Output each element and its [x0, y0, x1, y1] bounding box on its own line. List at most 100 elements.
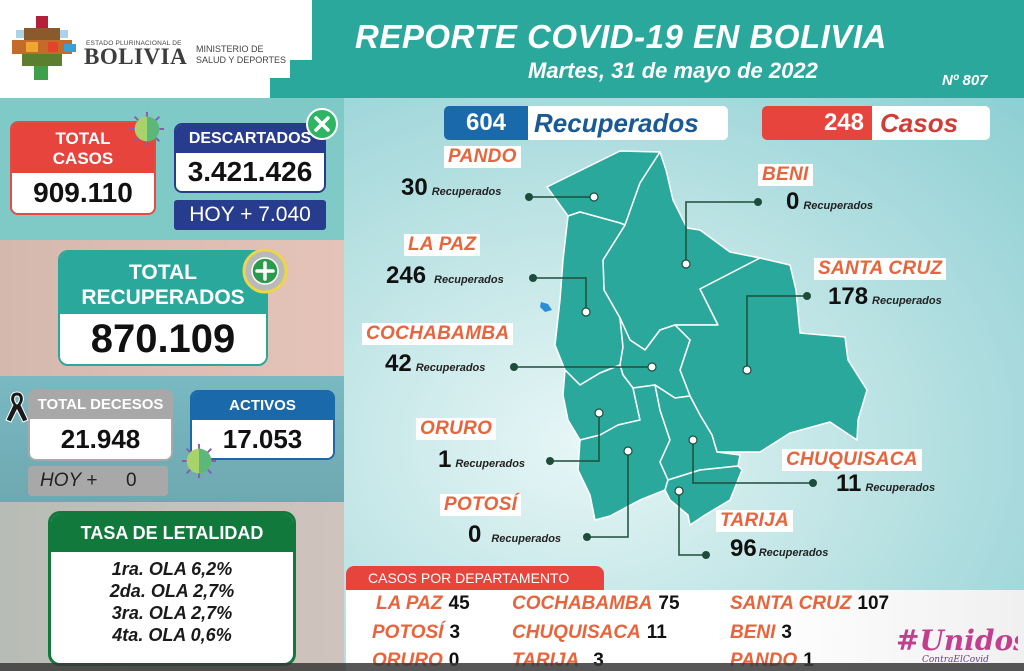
dept-recuperados: 42 — [385, 350, 412, 377]
letalidad-card: TASA DE LETALIDAD 1ra. OLA 6,2% 2da. OLA… — [48, 511, 296, 666]
activos-card: ACTIVOS 17.053 — [190, 390, 335, 460]
casos-item: POTOSÍ 3 — [372, 622, 460, 644]
casos-dept-name: LA PAZ — [376, 593, 443, 614]
daily-recuperados-badge: 604 Recuperados — [444, 106, 728, 140]
dept-recuperados: 30 — [401, 174, 428, 201]
wave-label: 3ra. OLA — [111, 603, 187, 623]
label-line2: CASOS — [52, 149, 114, 168]
wave-label: 4ta. OLA — [112, 625, 186, 645]
dept-label-tarija: TARIJA — [716, 510, 794, 532]
campaign-subtitle: ContraElCovid — [922, 655, 989, 664]
bottom-edge — [0, 663, 1024, 671]
logo-superscript: ESTADO PLURINACIONAL DE — [86, 40, 182, 47]
casos-dept-name: CHUQUISACA — [512, 622, 641, 643]
dept-label-beni: BENI — [758, 164, 813, 186]
unidos-campaign-logo: #Unidos ContraElCovid — [896, 624, 1018, 664]
label-line2: RECUPERADOS — [81, 286, 245, 309]
total-recuperados-card: TOTAL RECUPERADOS 870.109 — [58, 250, 268, 366]
decesos-today-label: HOY + — [40, 470, 98, 491]
report-number: Nº 807 — [942, 72, 988, 89]
dept-label-la-paz: LA PAZ — [404, 234, 481, 256]
logo-name: BOLIVIA — [84, 44, 188, 69]
dept-label-pando: PANDO — [444, 146, 521, 168]
casos-por-departamento-title: CASOS POR DEPARTAMENTO — [346, 566, 604, 590]
page-title: REPORTE COVID-19 EN BOLIVIA — [355, 18, 887, 55]
dept-recuperados: 1 — [438, 446, 452, 473]
dept-name: CHUQUISACA — [782, 449, 922, 471]
total-casos-card: TOTAL CASOS 909.110 — [10, 121, 156, 215]
casos-dept-value: 0 — [448, 650, 460, 671]
casos-dept-name: POTOSÍ — [372, 622, 444, 643]
decesos-today: HOY + 0 — [28, 466, 168, 496]
dept-label-santa-cruz: SANTA CRUZ — [814, 258, 947, 280]
casos-item: SANTA CRUZ 107 — [730, 593, 889, 615]
casos-dept-value: 3 — [593, 650, 604, 671]
bolivia-emblem-icon — [12, 16, 76, 80]
dept-unit: Recuperados — [865, 482, 936, 494]
letalidad-row: 3ra. OLA 2,7% — [51, 602, 293, 624]
dept-value-tarija: 96 Recuperados — [730, 535, 828, 563]
dept-value-pando: 30 Recuperados — [401, 174, 501, 202]
dept-unit: Recuperados — [803, 200, 874, 212]
dept-value-potosi: 0 Recuperados — [468, 521, 561, 549]
casos-dept-value: 1 — [803, 650, 814, 671]
ministry-name: MINISTERIO DE SALUD Y DEPORTES — [196, 44, 286, 66]
label-line1: TOTAL — [55, 129, 111, 148]
dept-unit: Recuperados — [455, 458, 526, 470]
casos-dept-name: COCHABAMBA — [512, 593, 653, 614]
dept-label-potosi: POTOSÍ — [440, 494, 522, 516]
header-step — [290, 60, 312, 98]
dept-recuperados: 246 — [386, 262, 427, 289]
total-casos-label: TOTAL CASOS — [12, 123, 154, 173]
plus-circle-icon — [242, 248, 288, 294]
decesos-today-value: 0 — [126, 470, 137, 491]
casos-item: LA PAZ 45 — [376, 593, 470, 615]
dept-label-cochabamba: COCHABAMBA — [362, 323, 514, 345]
casos-item: BENI 3 — [730, 622, 792, 644]
letalidad-list: 1ra. OLA 6,2% 2da. OLA 2,7% 3ra. OLA 2,7… — [51, 552, 293, 646]
ministry-line1: MINISTERIO DE — [196, 44, 264, 54]
dept-name: COCHABAMBA — [362, 323, 514, 345]
total-decesos-card: TOTAL DECESOS 21.948 — [28, 389, 173, 461]
casos-dept-value: 11 — [646, 622, 667, 643]
dept-name: SANTA CRUZ — [814, 258, 947, 280]
dept-name: BENI — [758, 164, 813, 186]
total-decesos-label: TOTAL DECESOS — [30, 391, 171, 419]
dept-value-chuquisaca: 11 Recuperados — [836, 470, 935, 498]
dept-unit: Recuperados — [872, 295, 942, 307]
total-casos-value: 909.110 — [12, 173, 154, 213]
casos-item: COCHABAMBA 75 — [512, 593, 680, 615]
daily-recuperados-value: 604 — [444, 106, 528, 140]
activos-label: ACTIVOS — [192, 392, 333, 420]
casos-dept-name: BENI — [730, 622, 776, 643]
dept-label-chuquisaca: CHUQUISACA — [782, 449, 922, 471]
dept-unit: Recuperados — [415, 362, 486, 374]
letalidad-row: 2da. OLA 2,7% — [51, 580, 293, 602]
header-band — [312, 0, 1024, 98]
casos-dept-value: 107 — [857, 593, 890, 614]
casos-item: CHUQUISACA 11 — [512, 622, 667, 644]
dept-value-beni: 0 Recuperados — [786, 188, 873, 216]
descartados-value: 3.421.426 — [176, 153, 324, 191]
header-step — [270, 78, 290, 98]
casos-dept-value: 3 — [449, 622, 461, 643]
descartados-card: DESCARTADOS 3.421.426 — [174, 123, 326, 193]
dept-name: LA PAZ — [404, 234, 481, 256]
daily-casos-label: Casos — [880, 108, 959, 138]
dept-value-cochabamba: 42 Recuperados — [385, 350, 485, 378]
dept-recuperados: 11 — [836, 470, 862, 497]
dept-name: POTOSÍ — [440, 494, 522, 516]
wave-label: 1ra. OLA — [111, 559, 187, 579]
dept-label-oruro: ORURO — [416, 418, 497, 440]
wave-value: 2,7% — [193, 581, 235, 601]
dept-recuperados: 96 — [730, 535, 757, 562]
daily-casos-value: 248 — [762, 106, 872, 140]
total-decesos-value: 21.948 — [30, 419, 171, 459]
dept-value-oruro: 1 Recuperados — [438, 446, 525, 474]
total-recuperados-label: TOTAL RECUPERADOS — [60, 252, 266, 314]
dept-unit: Recuperados — [434, 274, 504, 286]
virus-icon — [181, 443, 217, 479]
label-line1: TOTAL — [128, 261, 198, 284]
dept-name: ORURO — [416, 418, 497, 440]
dept-recuperados: 0 — [786, 188, 800, 215]
